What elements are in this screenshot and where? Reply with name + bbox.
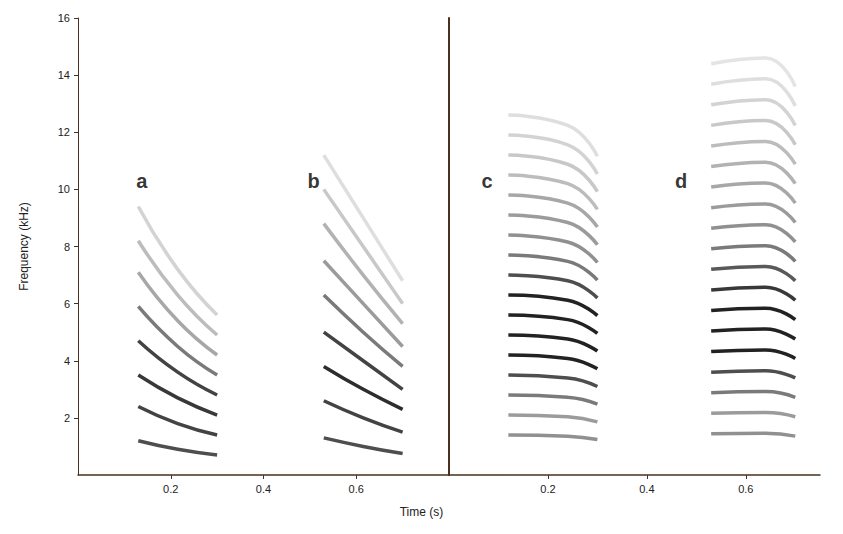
svg-text:16: 16 [58,12,70,24]
svg-text:4: 4 [64,355,70,367]
svg-text:d: d [675,170,687,192]
svg-text:a: a [136,170,148,192]
svg-text:10: 10 [58,183,70,195]
svg-text:14: 14 [58,69,70,81]
svg-text:b: b [307,170,319,192]
svg-text:Time (s): Time (s) [400,505,444,519]
svg-text:0.2: 0.2 [163,483,178,495]
svg-text:Frequency (kHz): Frequency (kHz) [17,202,31,291]
svg-text:12: 12 [58,126,70,138]
svg-text:6: 6 [64,298,70,310]
svg-text:8: 8 [64,241,70,253]
svg-text:0.6: 0.6 [349,483,364,495]
svg-text:0.4: 0.4 [639,483,654,495]
svg-text:0.6: 0.6 [738,483,753,495]
svg-text:c: c [482,170,493,192]
svg-text:0.4: 0.4 [256,483,271,495]
svg-text:2: 2 [64,412,70,424]
svg-text:0.2: 0.2 [540,483,555,495]
